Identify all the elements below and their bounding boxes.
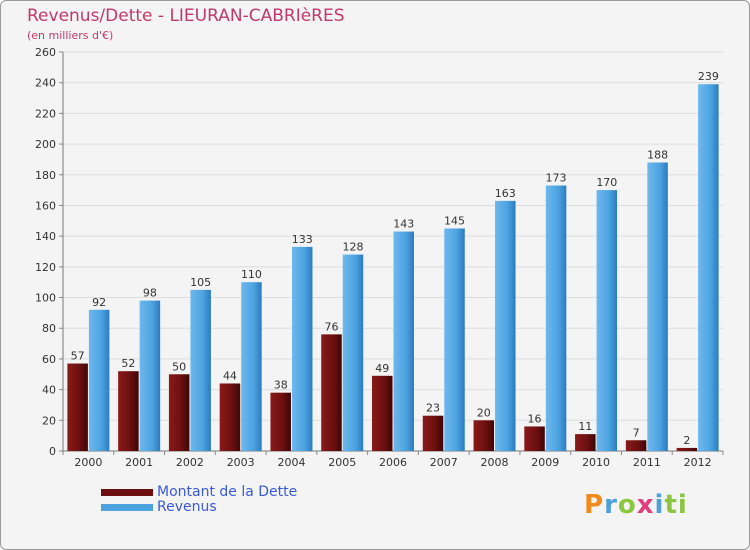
x-tick-label: 2008 — [481, 456, 509, 469]
data-label-revenue: 128 — [342, 241, 363, 254]
data-label-revenue: 145 — [444, 214, 465, 227]
x-tick-label: 2001 — [125, 456, 153, 469]
x-tick-label: 2000 — [74, 456, 102, 469]
data-label-revenue: 105 — [190, 276, 211, 289]
y-tick-label: 0 — [49, 445, 56, 458]
bar-debt — [625, 440, 647, 451]
y-tick-label: 140 — [35, 230, 56, 243]
data-label-debt: 50 — [172, 360, 186, 373]
bar-revenue — [190, 289, 211, 451]
data-label-debt: 49 — [375, 362, 389, 375]
data-label-revenue: 239 — [698, 70, 719, 83]
data-label-revenue: 170 — [596, 176, 617, 189]
bar-revenue — [495, 200, 516, 451]
bar-revenue — [698, 84, 719, 451]
y-tick-label: 260 — [35, 46, 56, 59]
x-tick-label: 2002 — [176, 456, 204, 469]
x-tick-label: 2012 — [684, 456, 712, 469]
x-tick-label: 2011 — [633, 456, 661, 469]
x-tick-label: 2003 — [227, 456, 255, 469]
data-label-revenue: 110 — [241, 268, 262, 281]
data-label-revenue: 98 — [143, 287, 157, 300]
data-label-revenue: 163 — [495, 187, 516, 200]
bar-revenue — [88, 309, 110, 451]
data-label-debt: 16 — [528, 412, 542, 425]
legend-swatch-debt — [101, 489, 153, 496]
bar-revenue — [444, 228, 465, 451]
bar-debt — [524, 426, 545, 451]
x-tick-label: 2004 — [277, 456, 305, 469]
data-label-debt: 7 — [633, 426, 640, 439]
data-label-revenue: 133 — [292, 233, 313, 246]
data-label-revenue: 173 — [546, 172, 567, 185]
x-tick-label: 2007 — [430, 456, 458, 469]
plot-area — [63, 52, 723, 451]
data-label-revenue: 92 — [92, 296, 106, 309]
bar-revenue — [291, 246, 313, 451]
y-tick-label: 240 — [35, 77, 56, 90]
bar-revenue — [545, 185, 567, 451]
bar-revenue — [139, 300, 161, 451]
data-label-debt: 23 — [426, 402, 440, 415]
data-label-debt: 2 — [683, 434, 690, 447]
legend-label-revenue: Revenus — [157, 499, 217, 515]
bar-debt — [219, 383, 241, 451]
bar-revenue — [393, 231, 414, 451]
legend-label-debt: Montant de la Dette — [157, 484, 298, 500]
y-tick-label: 100 — [35, 292, 56, 305]
chart-subtitle: (en milliers d'€) — [27, 29, 114, 42]
legend-swatch-revenue — [101, 504, 153, 511]
y-tick-label: 200 — [35, 138, 56, 151]
y-tick-label: 60 — [42, 353, 56, 366]
data-label-revenue: 143 — [393, 218, 414, 231]
bar-debt — [422, 415, 444, 451]
data-label-debt: 20 — [477, 406, 491, 419]
chart-title: Revenus/Dette - LIEURAN-CABRIèRES — [27, 6, 345, 26]
data-label-debt: 38 — [274, 379, 288, 392]
bar-debt — [168, 374, 190, 451]
bar-debt — [321, 334, 342, 451]
y-tick-label: 120 — [35, 261, 56, 274]
y-tick-label: 20 — [42, 414, 56, 427]
y-tick-label: 160 — [35, 199, 56, 212]
bar-revenue — [241, 282, 262, 451]
data-label-debt: 52 — [121, 357, 135, 370]
data-label-debt: 76 — [324, 320, 338, 333]
data-label-debt: 11 — [578, 420, 592, 433]
bar-debt — [67, 363, 88, 451]
y-tick-label: 220 — [35, 107, 56, 120]
y-tick-label: 180 — [35, 169, 56, 182]
bar-debt — [118, 371, 139, 451]
bar-revenue — [342, 254, 364, 451]
x-tick-label: 2010 — [582, 456, 610, 469]
x-tick-label: 2009 — [531, 456, 559, 469]
data-label-revenue: 188 — [647, 148, 668, 161]
proxiti-logo: Proxiti — [584, 490, 688, 520]
data-label-debt: 44 — [223, 369, 237, 382]
data-label-debt: 57 — [71, 350, 85, 363]
y-tick-label: 40 — [42, 384, 56, 397]
y-tick-label: 80 — [42, 322, 56, 335]
x-tick-label: 2006 — [379, 456, 407, 469]
bar-debt — [575, 434, 596, 451]
bar-debt — [372, 375, 393, 451]
bar-debt — [473, 420, 495, 451]
bar-debt — [676, 447, 698, 451]
bar-revenue — [596, 190, 618, 451]
bar-revenue — [647, 162, 668, 451]
x-tick-label: 2005 — [328, 456, 356, 469]
bar-debt — [270, 392, 291, 451]
